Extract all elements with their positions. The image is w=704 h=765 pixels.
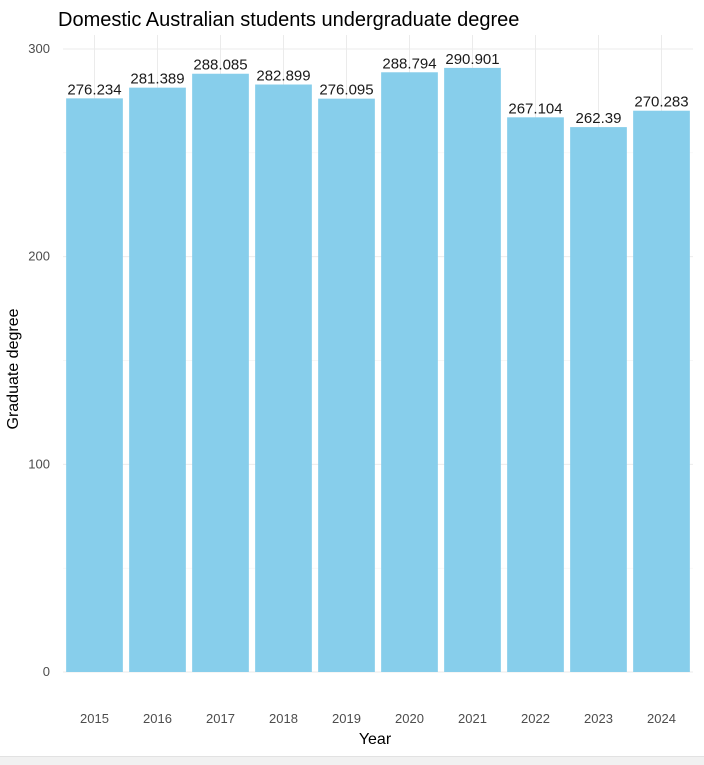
bar (507, 117, 564, 672)
data-label: 282.899 (256, 68, 310, 85)
x-tick-label: 2018 (269, 711, 298, 726)
x-axis-title: Year (359, 731, 392, 748)
data-label: 281.389 (130, 71, 184, 88)
bar (381, 72, 438, 673)
data-label: 262.39 (576, 110, 622, 127)
data-label: 267.104 (508, 100, 562, 117)
bar (444, 67, 501, 673)
y-tick-label: 300 (28, 41, 50, 56)
y-axis-ticks: 0 100 200 300 (28, 41, 50, 679)
x-tick-label: 2015 (80, 711, 109, 726)
data-label: 270.283 (634, 94, 688, 111)
data-label: 288.085 (193, 57, 247, 74)
chart-title: Domestic Australian students undergradua… (58, 9, 519, 31)
bottom-strip (0, 756, 704, 765)
x-tick-label: 2019 (332, 711, 361, 726)
x-tick-label: 2020 (395, 711, 424, 726)
x-tick-label: 2022 (521, 711, 550, 726)
y-tick-label: 200 (28, 249, 50, 264)
x-tick-label: 2024 (647, 711, 676, 726)
bar (318, 98, 375, 673)
y-axis-title: Graduate degree (5, 308, 22, 429)
bars (66, 67, 690, 673)
bar (192, 73, 249, 673)
data-label: 276.095 (319, 82, 373, 99)
x-tick-label: 2023 (584, 711, 613, 726)
data-label: 290.901 (445, 51, 499, 68)
bar (66, 98, 123, 672)
x-tick-label: 2016 (143, 711, 172, 726)
data-label: 276.234 (67, 81, 121, 98)
bar (633, 110, 690, 673)
data-labels: 276.234 281.389 288.085 282.899 276.095 288.7… (67, 51, 688, 127)
x-axis-ticks: 2015 2016 2017 2018 2019 2020 2021 2022 2023 2024 (80, 711, 676, 726)
y-tick-label: 0 (43, 664, 50, 679)
bar (570, 127, 627, 672)
y-tick-label: 100 (28, 456, 50, 471)
x-tick-label: 2021 (458, 711, 487, 726)
x-tick-label: 2017 (206, 711, 235, 726)
data-label: 288.794 (382, 55, 436, 72)
bar (129, 87, 186, 672)
bar (255, 84, 312, 673)
